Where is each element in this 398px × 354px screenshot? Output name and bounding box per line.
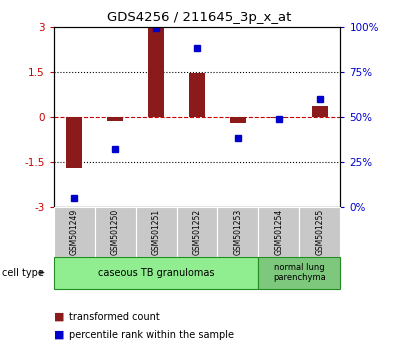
Bar — [66, 117, 82, 168]
Text: GSM501255: GSM501255 — [315, 209, 324, 255]
Text: GSM501252: GSM501252 — [193, 209, 201, 255]
Text: GSM501250: GSM501250 — [111, 209, 120, 255]
Bar — [107, 117, 123, 121]
Text: GSM501249: GSM501249 — [70, 209, 79, 255]
Text: GSM501253: GSM501253 — [234, 209, 242, 255]
Bar — [189, 73, 205, 117]
Bar — [271, 117, 287, 118]
Bar — [148, 27, 164, 117]
Text: transformed count: transformed count — [69, 312, 160, 322]
Text: percentile rank within the sample: percentile rank within the sample — [69, 330, 234, 339]
Bar — [312, 106, 328, 117]
Text: normal lung
parenchyma: normal lung parenchyma — [273, 263, 326, 282]
Text: GDS4256 / 211645_3p_x_at: GDS4256 / 211645_3p_x_at — [107, 11, 291, 24]
Bar — [230, 117, 246, 123]
Text: ■: ■ — [54, 330, 64, 339]
Text: caseous TB granulomas: caseous TB granulomas — [98, 268, 214, 278]
Text: GSM501251: GSM501251 — [152, 209, 160, 255]
Text: GSM501254: GSM501254 — [274, 209, 283, 255]
Text: cell type: cell type — [2, 268, 44, 278]
Text: ■: ■ — [54, 312, 64, 322]
